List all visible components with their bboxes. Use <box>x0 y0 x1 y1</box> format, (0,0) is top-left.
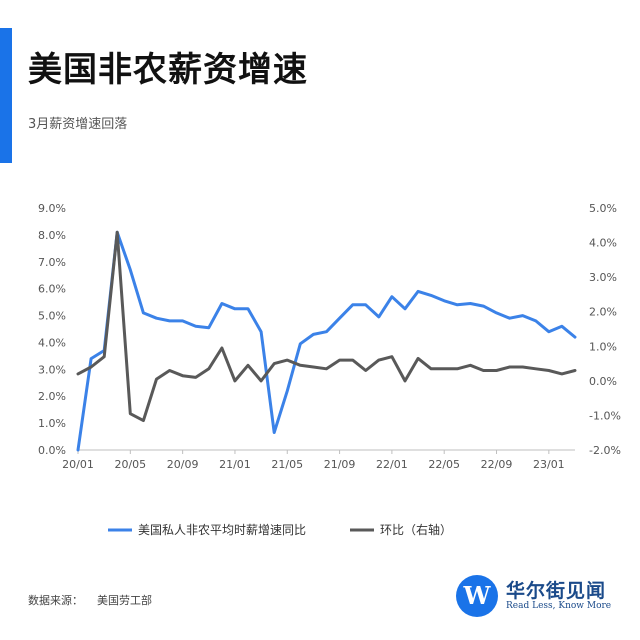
title-accent-bar <box>0 28 12 163</box>
x-tick-label: 22/09 <box>481 458 513 471</box>
source-value: 美国劳工部 <box>97 594 152 607</box>
y-left-tick-label: 8.0% <box>38 229 66 242</box>
x-tick-label: 22/01 <box>376 458 408 471</box>
brand-block: W 华尔街见闻 Read Less, Know More <box>456 575 636 621</box>
y-right-tick-label: 0.0% <box>589 375 617 388</box>
data-source: 数据来源： 美国劳工部 <box>28 592 152 608</box>
x-tick-label: 20/05 <box>114 458 146 471</box>
y-right-tick-label: 4.0% <box>589 237 617 250</box>
x-tick-label: 21/05 <box>271 458 303 471</box>
legend-item-mom-label: 环比（右轴） <box>380 522 452 537</box>
y-right-tick-label: 1.0% <box>589 340 617 353</box>
page-subtitle: 3月薪资增速回落 <box>28 117 128 132</box>
y-left-tick-label: 6.0% <box>38 283 66 296</box>
y-left-tick-label: 4.0% <box>38 336 66 349</box>
y-right-tick-label: -2.0% <box>589 444 621 457</box>
y-right-tick-label: 5.0% <box>589 202 617 215</box>
y-right-tick-label: 2.0% <box>589 306 617 319</box>
source-label: 数据来源： <box>28 594 83 607</box>
wage-growth-chart: 0.0% 1.0% 2.0% 3.0% 4.0% 5.0% 6.0% 7.0% 8.0% 9.0%… <box>38 202 621 537</box>
legend-item-yoy-label: 美国私人非农平均时薪增速同比 <box>138 523 306 537</box>
y-right-tick-label: -1.0% <box>589 409 621 422</box>
brand-slogan: Read Less, Know More <box>506 601 612 611</box>
series-line-yoy <box>76 230 577 452</box>
y-left-tick-label: 1.0% <box>38 417 66 430</box>
x-tick-label: 21/01 <box>219 458 251 471</box>
y-left-tick-label: 9.0% <box>38 202 66 215</box>
y-left-tick-label: 5.0% <box>38 310 66 323</box>
y-left-tick-label: 2.0% <box>38 390 66 403</box>
x-tick-label: 22/05 <box>428 458 460 471</box>
wallstreetcn-logo-icon: W <box>456 575 498 617</box>
x-tick-label: 21/09 <box>324 458 356 471</box>
page-title: 美国非农薪资增速 <box>28 50 308 90</box>
y-left-tick-label: 3.0% <box>38 363 66 376</box>
y-left-tick-label: 7.0% <box>38 256 66 269</box>
y-right-tick-label: 3.0% <box>589 271 617 284</box>
x-tick-label: 20/09 <box>167 458 199 471</box>
brand-name: 华尔街见闻 <box>506 580 607 602</box>
x-tick-label: 23/01 <box>533 458 565 471</box>
series-line-mom <box>76 230 577 423</box>
x-tick-label: 20/01 <box>62 458 94 471</box>
y-left-tick-label: 0.0% <box>38 444 66 457</box>
